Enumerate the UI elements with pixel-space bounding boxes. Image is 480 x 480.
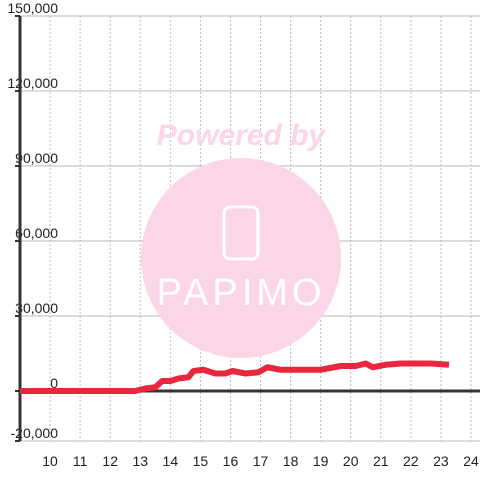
data-line [20, 360, 450, 394]
phone-icon [222, 205, 260, 261]
x-tick-label: 22 [403, 453, 419, 469]
x-tick-label: 16 [223, 453, 239, 469]
watermark: Powered by PAPIMO [141, 119, 341, 358]
y-tick-label: 60,000 [15, 225, 58, 241]
x-tick-label: 17 [253, 453, 269, 469]
x-tick-label: 11 [73, 453, 88, 469]
watermark-title: Powered by [157, 119, 327, 152]
watermark-brand: PAPIMO [157, 272, 326, 314]
x-tick-label: 18 [283, 453, 299, 469]
y-tick-label: 120,000 [7, 75, 58, 91]
x-tick-label: 24 [463, 453, 479, 469]
y-tick-label: 0 [50, 375, 58, 391]
x-tick-label: 15 [193, 453, 209, 469]
y-tick-label: 90,000 [15, 150, 58, 166]
x-tick-label: 20 [343, 453, 359, 469]
x-tick-label: 12 [102, 453, 118, 469]
y-tick-label: 30,000 [15, 300, 58, 316]
y-tick-label: -20,000 [11, 425, 59, 441]
x-tick-label: 23 [433, 453, 449, 469]
y-tick-label: 150,000 [7, 0, 58, 16]
x-tick-label: 14 [163, 453, 179, 469]
x-tick-label: 10 [42, 453, 58, 469]
x-tick-label: 19 [313, 453, 329, 469]
x-tick-label: 21 [373, 453, 389, 469]
x-tick-label: 13 [132, 453, 148, 469]
